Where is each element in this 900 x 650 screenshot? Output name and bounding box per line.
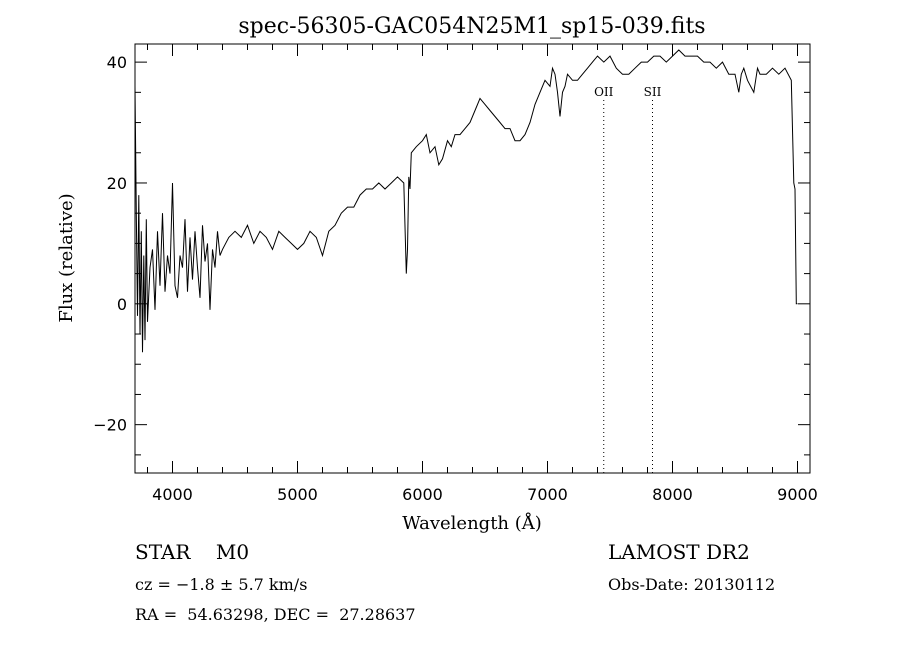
x-axis: 4000 5000 6000 7000 8000 9000: [147, 44, 818, 504]
y-tick-label: 0: [117, 295, 127, 314]
redshift-text: cz = −1.8 ± 5.7 km/s: [135, 575, 307, 594]
y-tick-label: 40: [107, 53, 127, 72]
coordinates-text: RA = 54.63298, DEC = 27.28637: [135, 605, 416, 624]
annotation-label: OII: [594, 85, 614, 99]
survey-label: LAMOST DR2: [608, 540, 750, 564]
y-axis: 40 20 0 −20: [93, 53, 810, 456]
y-tick-label: −20: [93, 416, 127, 435]
object-class: STAR M0: [135, 540, 249, 564]
x-tick-label: 5000: [277, 485, 318, 504]
chart-title: spec-56305-GAC054N25M1_sp15-039.fits: [238, 14, 705, 39]
plot-frame: [134, 43, 811, 474]
x-tick-label: 4000: [152, 485, 193, 504]
y-tick-label: 20: [107, 174, 127, 193]
annotation-label: SII: [644, 85, 662, 99]
x-tick-label: 9000: [777, 485, 818, 504]
x-axis-label: Wavelength (Å): [402, 512, 542, 534]
x-tick-label: 8000: [652, 485, 693, 504]
line-annotations: OII SII: [594, 85, 662, 473]
x-tick-label: 6000: [402, 485, 443, 504]
spectrum-line: [134, 49, 798, 353]
y-axis-label: Flux (relative): [56, 193, 77, 322]
x-tick-label: 7000: [527, 485, 568, 504]
obs-date: Obs-Date: 20130112: [608, 575, 775, 594]
